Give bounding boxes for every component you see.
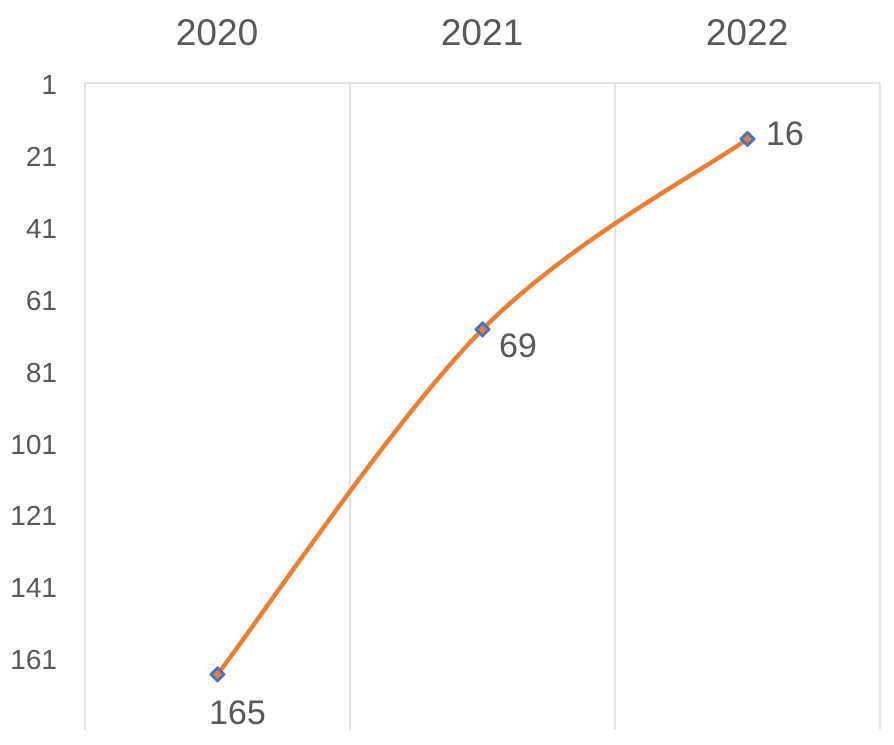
x-axis-label-2022: 2022 — [705, 12, 789, 53]
x-axis-label-2021: 2021 — [440, 12, 524, 53]
data-label-2020: 165 — [209, 694, 266, 732]
data-point-marker-2020 — [209, 666, 226, 683]
data-label-2022: 16 — [766, 115, 804, 153]
y-tick-121: 121 — [10, 500, 57, 531]
y-tick-141: 141 — [10, 572, 57, 603]
y-tick-101: 101 — [10, 429, 57, 460]
data-label-2021: 69 — [499, 327, 537, 365]
series-markers — [209, 130, 756, 683]
y-tick-21: 21 — [25, 141, 57, 172]
x-axis-label-2020: 2020 — [175, 12, 259, 53]
y-tick-41: 41 — [25, 213, 57, 244]
series-line — [215, 136, 750, 677]
y-tick-161: 161 — [10, 644, 57, 675]
y-tick-1: 1 — [41, 69, 57, 100]
data-point-marker-2021 — [474, 321, 491, 338]
y-tick-61: 61 — [25, 285, 57, 316]
data-point-marker-2022 — [739, 130, 756, 147]
y-tick-81: 81 — [25, 357, 57, 388]
